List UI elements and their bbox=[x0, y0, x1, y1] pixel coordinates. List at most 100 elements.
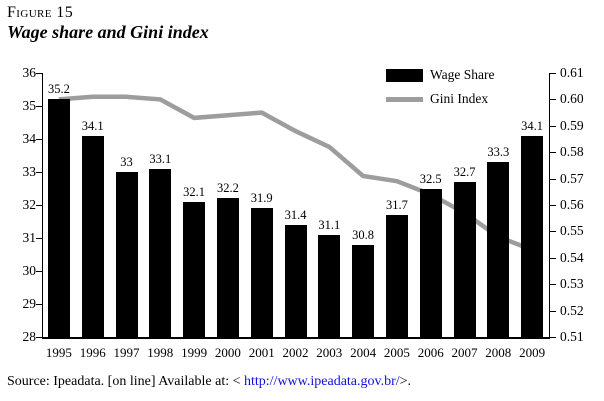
wage-share-bar bbox=[521, 135, 544, 337]
wage-share-bar bbox=[47, 99, 70, 337]
bar-value-label: 31.1 bbox=[318, 217, 341, 232]
wage-share-bar bbox=[250, 208, 273, 337]
right-axis-tick bbox=[550, 257, 556, 259]
bar-value-label: 34.1 bbox=[521, 118, 544, 133]
right-axis-tick-label: 0.52 bbox=[560, 302, 584, 318]
bar-value-label: 33.3 bbox=[487, 145, 510, 160]
bar-value-label: 30.8 bbox=[352, 227, 375, 242]
left-axis-tick-label: 30 bbox=[22, 263, 37, 278]
left-axis-tick bbox=[36, 337, 42, 338]
figure-title: Wage share and Gini index bbox=[7, 22, 209, 42]
x-axis-year-label: 1999 bbox=[181, 345, 208, 360]
wage-share-bar bbox=[81, 135, 104, 337]
right-axis-tick-label: 0.57 bbox=[560, 170, 584, 186]
x-axis-year-label: 2005 bbox=[383, 345, 410, 360]
left-axis-tick bbox=[36, 106, 42, 107]
legend-label: Wage Share bbox=[430, 67, 495, 82]
right-axis-tick bbox=[550, 73, 556, 74]
right-axis-tick bbox=[550, 99, 556, 101]
left-axis-tick bbox=[36, 139, 42, 140]
left-axis-tick bbox=[36, 304, 42, 305]
right-axis-tick-label: 0.54 bbox=[560, 249, 584, 265]
left-axis-tick bbox=[36, 271, 42, 272]
x-axis-year-label: 2001 bbox=[248, 345, 275, 360]
right-axis-tick-label: 0.60 bbox=[560, 91, 584, 107]
right-axis-tick-label: 0.56 bbox=[560, 197, 584, 212]
x-axis-year-label: 1996 bbox=[79, 345, 106, 360]
right-axis-tick bbox=[550, 178, 556, 180]
x-axis-year-label: 2008 bbox=[485, 345, 512, 360]
left-axis-tick bbox=[36, 73, 42, 74]
legend-item: Wage Share bbox=[386, 63, 495, 87]
legend-item: Gini Index bbox=[386, 87, 495, 111]
bar-value-label: 33 bbox=[120, 155, 133, 169]
left-axis-tick-label: 36 bbox=[22, 65, 37, 80]
x-axis-year-label: 2000 bbox=[214, 345, 241, 360]
wage-share-bar bbox=[419, 188, 442, 337]
source-link[interactable]: http://www.ipeadata.gov.br/ bbox=[244, 374, 400, 389]
left-axis-tick-label: 28 bbox=[22, 329, 37, 344]
source-text: Source: Ipeadata. [on line] Available at… bbox=[7, 374, 244, 389]
bar-value-label: 34.1 bbox=[81, 118, 104, 133]
bar-value-label: 32.2 bbox=[216, 181, 239, 196]
left-axis-line bbox=[42, 73, 43, 338]
right-axis-tick-label: 0.53 bbox=[560, 276, 584, 292]
bottom-axis-line bbox=[42, 337, 550, 339]
wage-share-bar bbox=[352, 244, 375, 337]
right-axis-tick-label: 0.51 bbox=[560, 329, 584, 344]
source-suffix: >. bbox=[399, 374, 412, 389]
x-axis-year-label: 1998 bbox=[147, 345, 174, 360]
left-axis-tick-label: 31 bbox=[22, 230, 37, 245]
wage-share-bar bbox=[318, 234, 341, 337]
bar-value-label: 32.7 bbox=[453, 164, 476, 179]
bar-value-label: 35.2 bbox=[47, 82, 70, 97]
right-axis-tick bbox=[550, 337, 556, 338]
right-axis-line bbox=[549, 73, 550, 338]
left-axis-tick-label: 34 bbox=[22, 131, 37, 146]
right-axis-tick bbox=[550, 231, 556, 233]
wage-share-bar bbox=[284, 224, 307, 337]
x-axis-year-label: 2006 bbox=[417, 345, 444, 360]
right-axis-tick bbox=[550, 310, 556, 312]
wage-share-bar bbox=[453, 181, 476, 337]
x-axis-year-label: 2004 bbox=[350, 345, 377, 360]
legend-label: Gini Index bbox=[430, 91, 489, 106]
wage-share-bar bbox=[487, 162, 510, 337]
right-axis-tick bbox=[550, 125, 556, 127]
right-axis-tick-label: 0.55 bbox=[560, 223, 584, 239]
left-axis-tick bbox=[36, 172, 42, 173]
wage-share-bar bbox=[216, 198, 239, 337]
bar-value-label: 31.7 bbox=[385, 197, 408, 212]
bar-value-label: 32.1 bbox=[183, 184, 206, 199]
x-axis-year-label: 2007 bbox=[451, 345, 478, 360]
right-axis-tick-label: 0.59 bbox=[560, 117, 584, 133]
left-axis-tick bbox=[36, 238, 42, 239]
right-axis-tick bbox=[550, 284, 556, 286]
x-axis-year-label: 2009 bbox=[519, 345, 546, 360]
left-axis-tick bbox=[36, 205, 42, 206]
wage-share-bar bbox=[115, 172, 138, 337]
figure-number: Figure 15 bbox=[7, 4, 74, 21]
left-axis-tick-label: 29 bbox=[22, 296, 37, 311]
left-axis-tick-label: 33 bbox=[22, 164, 37, 179]
chart-legend: Wage Share Gini Index bbox=[386, 63, 495, 111]
right-axis-tick-label: 0.61 bbox=[560, 65, 584, 80]
bar-value-label: 31.4 bbox=[284, 207, 307, 222]
right-axis-tick bbox=[550, 152, 556, 154]
x-axis-year-label: 1995 bbox=[45, 345, 72, 360]
left-axis-tick-label: 35 bbox=[22, 98, 37, 113]
right-axis-tick bbox=[550, 205, 556, 206]
x-axis-year-label: 2002 bbox=[282, 345, 309, 360]
wage-share-swatch-icon bbox=[386, 68, 423, 82]
source-note: Source: Ipeadata. [on line] Available at… bbox=[7, 374, 411, 390]
bar-value-label: 33.1 bbox=[149, 151, 172, 166]
wage-share-bar bbox=[183, 201, 206, 337]
gini-line-swatch-icon bbox=[386, 96, 423, 102]
wage-share-bar bbox=[149, 168, 172, 337]
right-axis-tick-label: 0.58 bbox=[560, 144, 584, 160]
x-axis-year-label: 2003 bbox=[316, 345, 343, 360]
left-axis-tick-label: 32 bbox=[22, 197, 37, 212]
bar-value-label: 31.9 bbox=[250, 191, 273, 206]
